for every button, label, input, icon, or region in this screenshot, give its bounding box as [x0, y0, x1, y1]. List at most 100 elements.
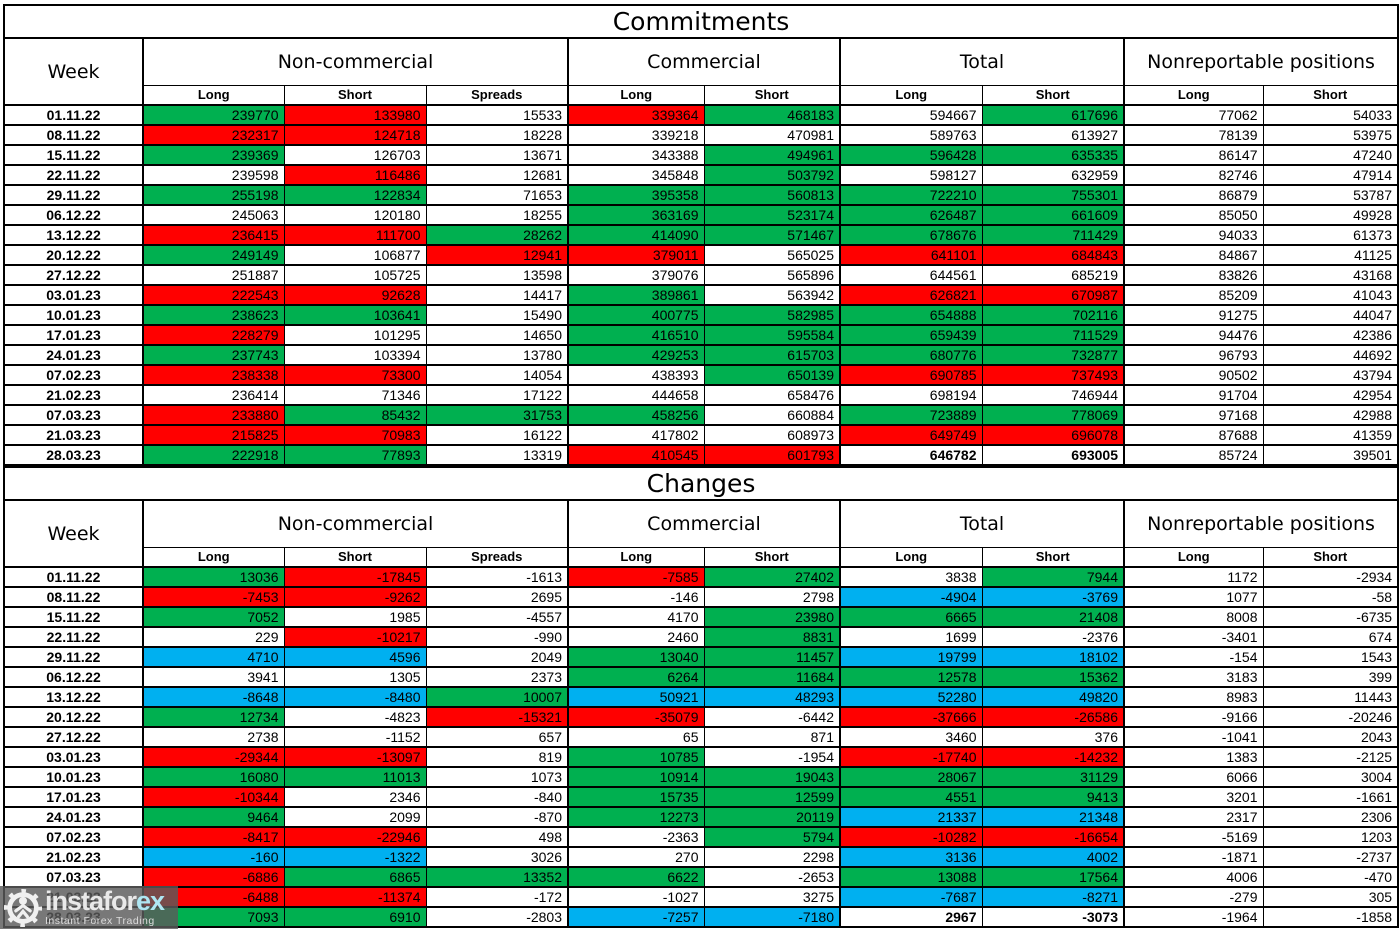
- table-row: 06.12.22 245063 120180 18255 363169 523174 626…: [3, 204, 1399, 226]
- week-cell: 07.03.23: [3, 404, 144, 426]
- table-cell: 13088: [839, 866, 983, 888]
- table-cell: 237743: [142, 344, 285, 366]
- table-cell: 416510: [567, 324, 705, 346]
- group-header-1: Commercial: [567, 37, 841, 86]
- table-cell: 589763: [839, 124, 983, 146]
- table-cell: -8648: [142, 686, 285, 708]
- table-cell: 1077: [1123, 586, 1264, 608]
- table-row: 07.03.23 -6886 6865 13352 6622 -2653 13088 1756…: [3, 866, 1399, 888]
- table-cell: 13036: [142, 566, 285, 588]
- table-cell: 646782: [839, 444, 983, 466]
- table-row: 07.02.23 238338 73300 14054 438393 650139 6907…: [3, 364, 1399, 386]
- table-cell: 61373: [1262, 224, 1399, 246]
- table-cell: 49928: [1262, 204, 1399, 226]
- table-cell: 8831: [703, 626, 841, 648]
- week-cell: 22.11.22: [3, 164, 144, 186]
- week-cell: 03.01.23: [3, 284, 144, 306]
- table-row: 03.01.23 222543 92628 14417 389861 563942 6268…: [3, 284, 1399, 306]
- table-cell: 97168: [1123, 404, 1264, 426]
- table-cell: 595584: [703, 324, 841, 346]
- table-cell: -35079: [567, 706, 705, 728]
- table-cell: 339218: [567, 124, 705, 146]
- table-cell: 5794: [703, 826, 841, 848]
- week-cell: 01.11.22: [3, 104, 144, 126]
- table-cell: 2695: [425, 586, 569, 608]
- table-cell: 42386: [1262, 324, 1399, 346]
- table-cell: 3136: [839, 846, 983, 868]
- table-cell: 6066: [1123, 766, 1264, 788]
- table-cell: -990: [425, 626, 569, 648]
- table-cell: 684843: [981, 244, 1125, 266]
- table-row: 22.11.22 229 -10217 -990 2460 8831 1699 -2376 -3…: [3, 626, 1399, 648]
- table-cell: 13040: [567, 646, 705, 668]
- table-cell: 106877: [283, 244, 427, 266]
- table-cell: 228279: [142, 324, 285, 346]
- table-cell: -2376: [981, 626, 1125, 648]
- table-cell: 18255: [425, 204, 569, 226]
- table-cell: 42988: [1262, 404, 1399, 426]
- table-cell: 14650: [425, 324, 569, 346]
- table-cell: 635335: [981, 144, 1125, 166]
- table-cell: 105725: [283, 264, 427, 286]
- col-header: Short: [981, 546, 1125, 568]
- table-cell: 582985: [703, 304, 841, 326]
- table-cell: 12578: [839, 666, 983, 688]
- table-cell: 6264: [567, 666, 705, 688]
- cot-table-changes: Changes Week Non-commercial Commercial Total…: [3, 466, 1400, 928]
- table-cell: 468183: [703, 104, 841, 126]
- table-cell: 14054: [425, 364, 569, 386]
- table-cell: -3401: [1123, 626, 1264, 648]
- table-cell: 4006: [1123, 866, 1264, 888]
- table-cell: 470981: [703, 124, 841, 146]
- table-cell: 21408: [981, 606, 1125, 628]
- table-cell: 654888: [839, 304, 983, 326]
- week-cell: 20.12.22: [3, 244, 144, 266]
- table-cell: -6442: [703, 706, 841, 728]
- table-cell: 693005: [981, 444, 1125, 466]
- table-row: 29.11.22 255198 122834 71653 395358 560813 722…: [3, 184, 1399, 206]
- table-cell: 17564: [981, 866, 1125, 888]
- week-cell: 21.03.23: [3, 424, 144, 446]
- table-row: 20.12.22 12734 -4823 -15321 -35079 -6442 -3766…: [3, 706, 1399, 728]
- table-cell: 111700: [283, 224, 427, 246]
- table-title: Changes: [3, 466, 1399, 501]
- table-cell: 871: [703, 726, 841, 748]
- table-cell: -8271: [981, 886, 1125, 908]
- col-header: Long: [1123, 84, 1264, 106]
- table-cell: 77893: [283, 444, 427, 466]
- table-cell: -3073: [981, 906, 1125, 928]
- table-cell: 48293: [703, 686, 841, 708]
- table-cell: 42954: [1262, 384, 1399, 406]
- table-row: 28.03.2370936910-2803-7257-71802967-3073…: [3, 906, 1399, 928]
- table-cell: 379011: [567, 244, 705, 266]
- table-cell: 305: [1262, 886, 1399, 908]
- table-cell: 3026: [425, 846, 569, 868]
- table-cell: -470: [1262, 866, 1399, 888]
- table-cell: -146: [567, 586, 705, 608]
- table-cell: -20246: [1262, 706, 1399, 728]
- table-cell: 674: [1262, 626, 1399, 648]
- table-cell: 503792: [703, 164, 841, 186]
- table-cell: 116486: [283, 164, 427, 186]
- week-cell: 06.12.22: [3, 204, 144, 226]
- table-cell: -1152: [283, 726, 427, 748]
- table-cell: 343388: [567, 144, 705, 166]
- table-cell: 44692: [1262, 344, 1399, 366]
- week-cell: 15.11.22: [3, 144, 144, 166]
- col-header: Short: [1262, 84, 1399, 106]
- table-cell: 13319: [425, 444, 569, 466]
- table-cell: 690785: [839, 364, 983, 386]
- brand-tagline: Instant Forex Trading: [45, 915, 155, 928]
- table-cell: -14232: [981, 746, 1125, 768]
- table-cell: -10344: [142, 786, 285, 808]
- table-cell: -5169: [1123, 826, 1264, 848]
- group-header-0: Non-commercial: [142, 37, 569, 86]
- table-cell: 560813: [703, 184, 841, 206]
- table-row: 10.01.23 238623 103641 15490 400775 582985 654…: [3, 304, 1399, 326]
- table-cell: 702116: [981, 304, 1125, 326]
- table-cell: 2298: [703, 846, 841, 868]
- table-cell: 596428: [839, 144, 983, 166]
- table-cell: 414090: [567, 224, 705, 246]
- table-cell: 819: [425, 746, 569, 768]
- table-cell: -1041: [1123, 726, 1264, 748]
